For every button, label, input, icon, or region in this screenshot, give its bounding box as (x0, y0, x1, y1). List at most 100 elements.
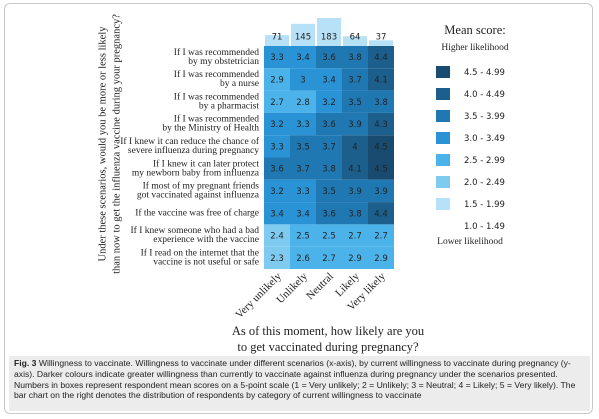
legend-label: 2.0 - 2.49 (464, 178, 505, 188)
heat-cell (264, 68, 290, 91)
heat-cell (368, 157, 394, 180)
heat-cell (316, 179, 342, 203)
row-label: If I was recommended (174, 69, 259, 80)
legend-label: 2.5 - 2.99 (464, 156, 505, 166)
x-axis-title: As of this moment, how likely are you (232, 324, 425, 338)
heat-cell (264, 112, 290, 136)
count-label: 64 (350, 33, 361, 43)
heat-cell (316, 90, 342, 113)
count-label: 183 (321, 33, 337, 43)
legend-label: 3.5 - 3.99 (464, 112, 505, 122)
cell-label: 3.4 (270, 209, 284, 219)
heat-cell (368, 202, 394, 225)
count-bar (265, 35, 289, 46)
legend-top: Higher likelihood (441, 43, 509, 53)
row-label: got vaccinated against influenza (137, 190, 260, 201)
cell-label: 3.9 (348, 187, 362, 197)
heat-cell (290, 112, 316, 136)
legend-swatch (436, 154, 450, 166)
heat-cell (368, 179, 394, 203)
cell-label: 4.4 (374, 53, 388, 63)
cell-label: 3.8 (348, 209, 362, 219)
cell-label: 2.5 (296, 232, 310, 242)
legend-label: 4.5 - 4.99 (464, 68, 505, 78)
legend-swatch (436, 66, 450, 78)
y-axis-title: than now to get the influenza vaccine du… (111, 14, 122, 274)
cell-label: 4.1 (348, 165, 362, 175)
heat-cell (290, 46, 316, 69)
heat-cell (342, 135, 368, 158)
x-tick-label: Neutral (304, 270, 336, 302)
heat-cell (368, 224, 394, 247)
cell-label: 2.9 (348, 254, 362, 264)
row-label: If most of my pregnant friends (143, 181, 260, 192)
heat-cell (342, 46, 368, 69)
legend-swatch (436, 198, 450, 210)
cell-label: 2.7 (348, 232, 362, 242)
row-label: If I was recommended (174, 114, 259, 125)
count-bar (369, 40, 393, 46)
heat-cell (290, 157, 316, 180)
cell-label: 4.3 (374, 120, 388, 130)
legend-swatch (436, 176, 450, 188)
heat-cell (316, 224, 342, 247)
heat-cell (342, 246, 368, 269)
heat-cell (342, 179, 368, 203)
cell-label: 2.6 (296, 254, 310, 264)
heat-cell (342, 224, 368, 247)
heat-cell (342, 202, 368, 225)
cell-label: 3.9 (348, 120, 362, 130)
y-axis-title: Under these scenarios, would you be more… (97, 26, 108, 262)
heat-cell (290, 246, 316, 269)
legend-label: 4.0 - 4.49 (464, 90, 505, 100)
heat-cell (342, 90, 368, 113)
row-label: If I knew it can reduce the chance of (120, 136, 260, 147)
legend-swatch (436, 220, 450, 232)
row-label: If the vaccine was free of charge (135, 207, 259, 218)
row-label: by my obstetrician (188, 57, 259, 67)
row-label: If I was recommended (174, 91, 259, 102)
heat-cell (290, 90, 316, 113)
row-label: by a nurse (220, 79, 259, 89)
cell-label: 4.5 (374, 165, 388, 175)
heat-cell (264, 224, 290, 247)
heat-cell (368, 46, 394, 69)
cell-label: 2.9 (270, 75, 284, 85)
cell-label: 2.8 (296, 98, 310, 108)
heat-cell (290, 224, 316, 247)
cell-label: 4 (352, 142, 357, 152)
cell-label: 3.3 (270, 142, 284, 152)
cell-label: 2.3 (270, 254, 284, 264)
legend-label: 3.0 - 3.49 (464, 134, 505, 144)
cell-label: 2.7 (322, 254, 336, 264)
heat-cell (316, 68, 342, 91)
heat-cell (264, 246, 290, 269)
row-label: If I was recommended (174, 47, 259, 58)
heat-cell (368, 90, 394, 113)
cell-label: 2.9 (374, 254, 388, 264)
cell-label: 3.5 (348, 98, 362, 108)
cell-label: 3.7 (322, 142, 336, 152)
heat-cell (316, 46, 342, 69)
count-label: 37 (376, 33, 387, 43)
cell-label: 3.8 (322, 165, 336, 175)
cell-label: 4.4 (374, 209, 388, 219)
row-label: by the Ministry of Health (162, 123, 259, 134)
row-label: experience with the vaccine (153, 235, 259, 245)
cell-label: 4.5 (374, 142, 388, 152)
legend-label: 1.0 - 1.49 (464, 222, 505, 232)
row-label: by a pharmacist (199, 101, 260, 111)
count-bar (317, 18, 341, 46)
caption: Fig. 3 Willingness to vaccinate. Willing… (9, 356, 590, 411)
heat-cell (264, 90, 290, 113)
cell-label: 3.5 (322, 187, 336, 197)
legend-swatch (436, 132, 450, 144)
legend-label: 1.5 - 1.99 (464, 200, 505, 210)
cell-label: 3.6 (270, 165, 284, 175)
caption-label: Fig. 3 (14, 358, 37, 368)
heat-cell (290, 202, 316, 225)
cell-label: 3.8 (348, 53, 362, 63)
legend-bottom: Lower likelihood (437, 237, 503, 247)
caption-text: Willingness to vaccinate. Willingness to… (14, 358, 576, 401)
cell-label: 3.8 (374, 98, 388, 108)
